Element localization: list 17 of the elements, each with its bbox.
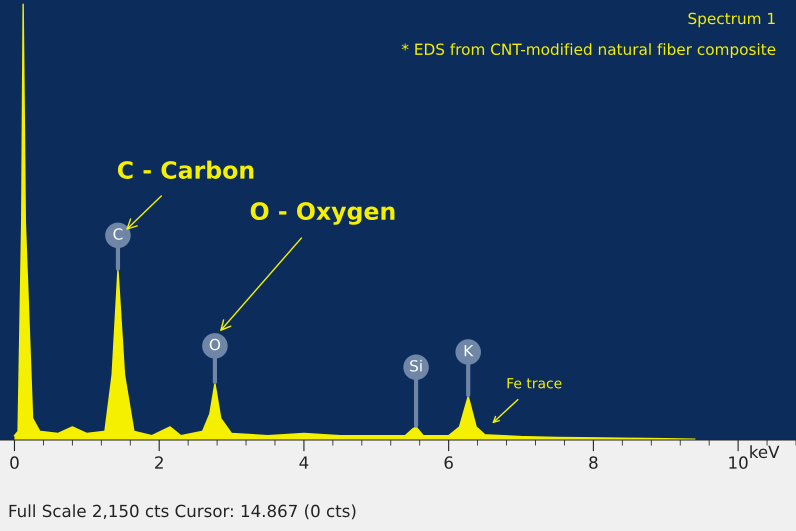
text: Full Scale 2,150 cts Cursor: 14.867 (0 cts) [10,504,356,520]
x-tick-label: 4 [299,456,308,469]
annotation: C - Carbon [118,160,254,179]
annotation: Si [410,360,422,372]
x-axis-title: keV [750,445,780,458]
x-tick-label: 0 [10,456,19,469]
annotation: C [113,228,122,240]
x-tick-label: 6 [444,456,453,469]
x-tick-label: 8 [589,456,598,469]
annotation: Spectrum 1 [688,12,775,28]
annotation: K [464,345,474,356]
annotation: O [210,338,220,350]
x-tick-label: 10 [729,456,748,469]
annotation: * EDS from CNT-modified natural fiber composite [402,43,776,58]
annotation: Fe trace [508,378,562,388]
annotation: O - Oxygen [250,202,394,225]
x-tick-label: 2 [155,456,163,469]
